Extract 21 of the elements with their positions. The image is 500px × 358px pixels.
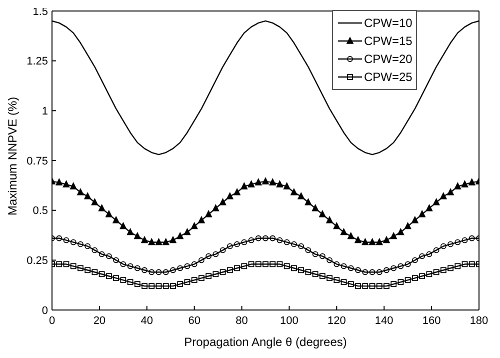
legend-label: CPW=15 bbox=[364, 34, 412, 48]
y-axis-title: Maximum NNPVE (%) bbox=[5, 96, 20, 216]
x-tick-label: 20 bbox=[93, 314, 106, 327]
y-tick-label: 0.5 bbox=[32, 205, 48, 218]
y-tick-label: 1 bbox=[42, 106, 48, 118]
y-tick-label: 0.75 bbox=[26, 155, 48, 168]
x-tick-label: 140 bbox=[374, 314, 394, 327]
x-tick-label: 80 bbox=[236, 314, 248, 327]
x-tick-label: 180 bbox=[470, 314, 488, 327]
x-tick-label: 40 bbox=[140, 314, 154, 327]
legend-label: CPW=20 bbox=[364, 52, 412, 66]
x-tick-label: 160 bbox=[422, 314, 441, 327]
legend-label: CPW=25 bbox=[364, 70, 412, 84]
legend-label: CPW=10 bbox=[364, 16, 412, 30]
y-tick-label: 1.25 bbox=[26, 56, 48, 68]
x-tick-label: 100 bbox=[280, 314, 298, 327]
x-axis-title: Propagation Angle θ (degrees) bbox=[184, 335, 347, 349]
y-tick-label: 0.25 bbox=[26, 255, 48, 268]
x-tick-label: 60 bbox=[188, 314, 200, 327]
x-tick-label: 120 bbox=[327, 314, 346, 327]
y-tick-label: 0 bbox=[42, 304, 48, 317]
